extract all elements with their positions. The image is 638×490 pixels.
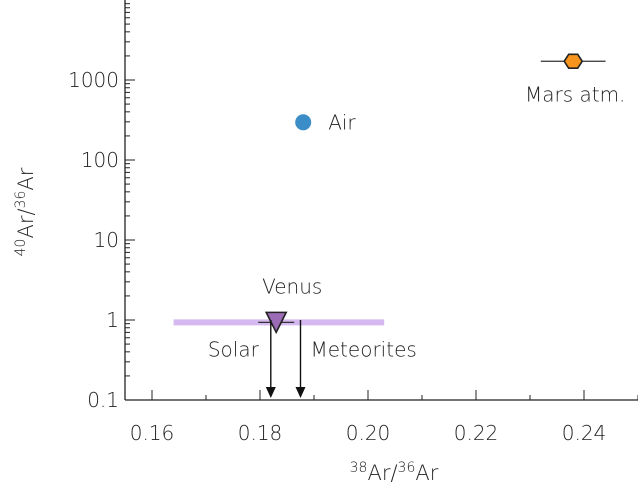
y-tick-label: 0.1 bbox=[87, 388, 119, 412]
y-tick-label: 1 bbox=[106, 308, 119, 332]
mars-marker bbox=[563, 53, 584, 70]
axes-frame bbox=[124, 0, 638, 401]
x-tick-label: 0.24 bbox=[562, 421, 607, 445]
upper-limit-arrowhead bbox=[265, 387, 276, 398]
upper-limit-arrowhead bbox=[295, 387, 306, 398]
y-axis-label: 40Ar/36Ar bbox=[13, 167, 38, 256]
upper-limit-label: Meteorites bbox=[311, 337, 417, 361]
x-tick-label: 0.20 bbox=[346, 421, 391, 445]
y-tick-label: 10 bbox=[94, 228, 119, 252]
x-axis-label: 38Ar/36Ar bbox=[350, 460, 439, 485]
y-tick-label: 1000 bbox=[68, 68, 119, 92]
x-tick-label: 0.22 bbox=[454, 421, 499, 445]
upper-limit-label: Solar bbox=[208, 337, 260, 361]
air-label: Air bbox=[328, 110, 356, 134]
venus-label: Venus bbox=[262, 274, 322, 298]
data-marks: Venus Solar Meteorites Air Mars atm. bbox=[173, 53, 625, 398]
y-tick-label: 100 bbox=[81, 148, 119, 172]
x-tick-label: 0.16 bbox=[130, 421, 175, 445]
x-axis-ticks: 0.16 0.18 0.20 0.22 0.24 bbox=[130, 390, 638, 445]
x-tick-label: 0.18 bbox=[238, 421, 283, 445]
y-axis-ticks: 0.1 1 10 100 1000 bbox=[68, 3, 135, 412]
air-marker bbox=[295, 114, 312, 131]
mars-label: Mars atm. bbox=[525, 82, 625, 106]
